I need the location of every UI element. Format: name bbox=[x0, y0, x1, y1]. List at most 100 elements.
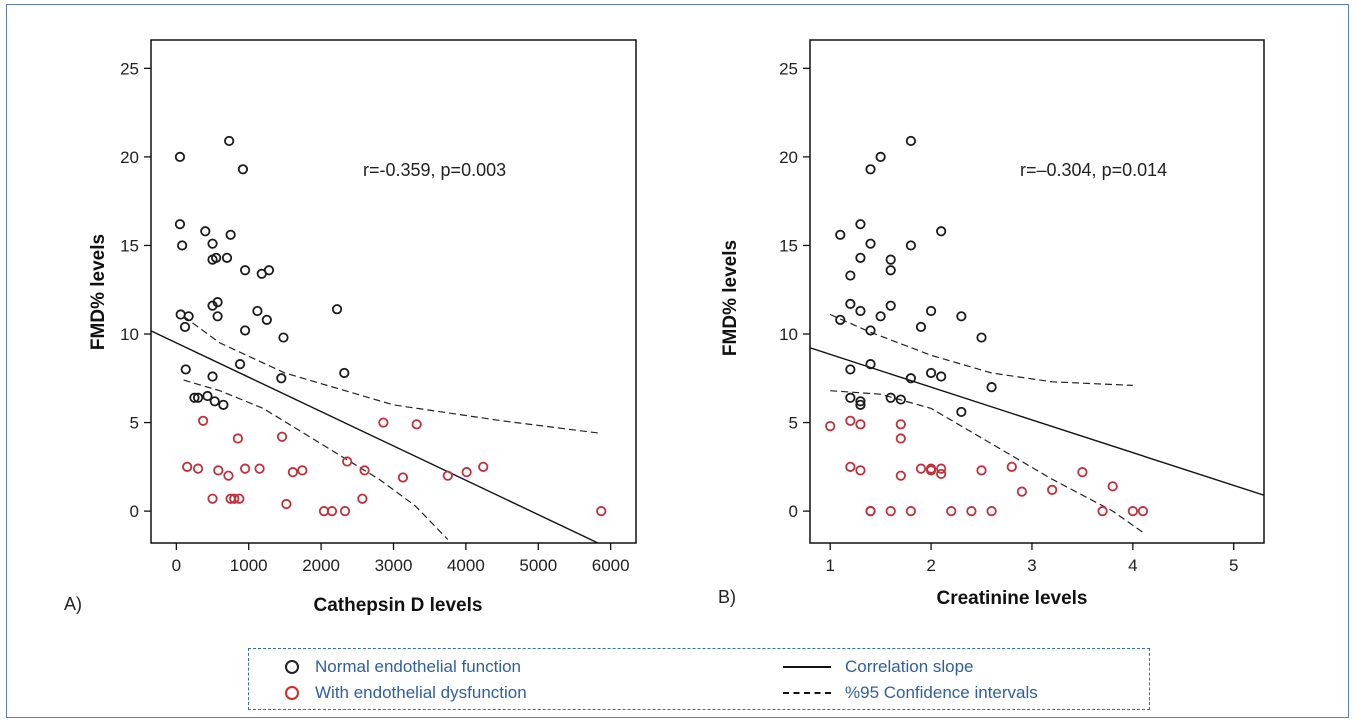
normal-function-point bbox=[855, 399, 866, 410]
dysfunction-point bbox=[855, 419, 866, 430]
dysfunction-point bbox=[192, 463, 204, 474]
normal-function-point bbox=[865, 325, 876, 336]
panel-a-y-tick-label: 20 bbox=[120, 148, 139, 167]
panel-b-ci-upper-line bbox=[829, 313, 1133, 386]
panel-a-plot-border bbox=[150, 39, 637, 544]
dysfunction-point bbox=[845, 461, 856, 472]
normal-function-point bbox=[234, 359, 246, 370]
panel-a-x-tick-label: 6000 bbox=[592, 556, 630, 575]
dysfunction-point bbox=[895, 433, 906, 444]
dysfunction-point bbox=[234, 493, 245, 504]
dysfunction-point bbox=[281, 498, 292, 510]
normal-function-point bbox=[915, 321, 927, 333]
dysfunction-point bbox=[1077, 467, 1088, 478]
legend-dysfunction-marker bbox=[285, 686, 299, 700]
panel-b-lines bbox=[810, 313, 1264, 533]
panel-b-x-tick-label: 5 bbox=[1229, 556, 1238, 575]
normal-function-point bbox=[179, 321, 191, 333]
panel-a-x-tick-label: 1000 bbox=[230, 556, 268, 575]
legend-item-slope: Correlation slope bbox=[783, 657, 974, 677]
dysfunction-point bbox=[976, 465, 987, 476]
dysfunction-point bbox=[297, 465, 308, 476]
normal-function-point bbox=[885, 254, 896, 265]
legend-slope-line bbox=[783, 666, 831, 668]
normal-function-point bbox=[875, 151, 886, 162]
panel-b-letter: B) bbox=[718, 587, 736, 607]
normal-function-point bbox=[174, 219, 186, 230]
panel-a-lines bbox=[151, 315, 600, 543]
panel-b-chart: 1 2 3 4 5 0 5 10 15 20 25 r=–0.304, p=0.014 FMD% l… bbox=[718, 39, 1265, 609]
panel-b-y-tick-label: 5 bbox=[789, 414, 798, 433]
panel-b-y-tick-label: 20 bbox=[779, 148, 798, 167]
legend-ci-line bbox=[783, 692, 831, 694]
normal-function-point bbox=[207, 238, 218, 249]
panel-a-y-tick-label: 0 bbox=[130, 502, 139, 521]
legend-slope-label: Correlation slope bbox=[845, 657, 974, 676]
normal-function-point bbox=[278, 332, 289, 343]
dysfunction-point bbox=[232, 433, 243, 444]
normal-function-point bbox=[865, 359, 876, 370]
panel-b-y-axis-title: FMD% levels bbox=[720, 240, 741, 356]
dysfunction-point bbox=[1047, 484, 1058, 495]
panel-a-y-axis-title: FMD% levels bbox=[88, 234, 109, 350]
panel-a-y-tick-label: 25 bbox=[120, 59, 139, 78]
dysfunction-point bbox=[845, 415, 856, 426]
normal-function-point bbox=[189, 392, 200, 403]
panel-a-ci-upper-line bbox=[183, 315, 600, 434]
dysfunction-point bbox=[1107, 481, 1118, 492]
normal-function-point bbox=[865, 238, 876, 249]
panel-a-x-tick-label: 2000 bbox=[302, 556, 340, 575]
normal-function-point bbox=[885, 300, 896, 311]
panel-b-y-tick-label: 10 bbox=[779, 325, 798, 344]
dysfunction-point bbox=[229, 493, 240, 504]
normal-function-point bbox=[237, 164, 249, 175]
panel-a-y-tick-label: 5 bbox=[130, 414, 139, 433]
dysfunction-point bbox=[342, 456, 353, 467]
legend-box: Normal endothelial function With endothe… bbox=[248, 648, 1150, 710]
panel-a-letter: A) bbox=[64, 594, 82, 614]
dysfunction-point bbox=[223, 470, 234, 481]
panel-a-x-tick-label: 4000 bbox=[447, 556, 485, 575]
normal-function-point bbox=[276, 373, 287, 384]
panel-a-chart: 0 1000 2000 3000 4000 5000 6000 0 5 10 15 20 25 r=-0… bbox=[64, 39, 637, 616]
panel-a-points bbox=[174, 135, 607, 517]
dysfunction-point bbox=[915, 463, 927, 474]
dysfunction-point bbox=[478, 461, 489, 472]
legend-dysfunction-label: With endothelial dysfunction bbox=[315, 683, 527, 702]
panel-b-correlation-slope-line bbox=[810, 347, 1264, 496]
dysfunction-point bbox=[287, 467, 298, 478]
normal-function-point bbox=[200, 226, 211, 237]
normal-function-point bbox=[845, 364, 856, 375]
dysfunction-point bbox=[986, 506, 997, 517]
dysfunction-point bbox=[1016, 486, 1027, 497]
panel-b-x-axis-title: Creatinine levels bbox=[936, 588, 1087, 609]
normal-function-point bbox=[905, 373, 916, 384]
panel-a-ticks: 0 1000 2000 3000 4000 5000 6000 0 5 10 15 20 25 bbox=[120, 59, 630, 575]
dysfunction-point bbox=[895, 419, 906, 430]
normal-function-point bbox=[331, 304, 343, 315]
dysfunction-point bbox=[596, 506, 607, 517]
normal-function-point bbox=[263, 265, 275, 276]
dysfunction-point bbox=[1097, 506, 1108, 517]
normal-function-point bbox=[855, 252, 866, 263]
legend-normal-marker bbox=[285, 660, 299, 674]
legend-item-dysfunction: With endothelial dysfunction bbox=[285, 683, 527, 703]
panel-b-y-tick-label: 0 bbox=[789, 502, 798, 521]
normal-function-point bbox=[845, 298, 856, 309]
normal-function-point bbox=[905, 135, 916, 147]
normal-function-point bbox=[865, 164, 876, 175]
normal-function-point bbox=[875, 311, 886, 322]
dysfunction-point bbox=[1006, 461, 1017, 472]
normal-function-point bbox=[956, 311, 967, 322]
normal-function-point bbox=[885, 265, 896, 276]
dysfunction-point bbox=[326, 506, 338, 517]
dysfunction-point bbox=[182, 461, 193, 472]
normal-function-point bbox=[212, 311, 223, 322]
dysfunction-point bbox=[946, 506, 957, 517]
panel-a-annotation: r=-0.359, p=0.003 bbox=[363, 160, 506, 180]
normal-function-point bbox=[192, 392, 204, 403]
normal-function-point bbox=[177, 240, 188, 251]
dysfunction-point bbox=[905, 506, 916, 517]
panel-a-ci-lower-line bbox=[183, 379, 449, 540]
